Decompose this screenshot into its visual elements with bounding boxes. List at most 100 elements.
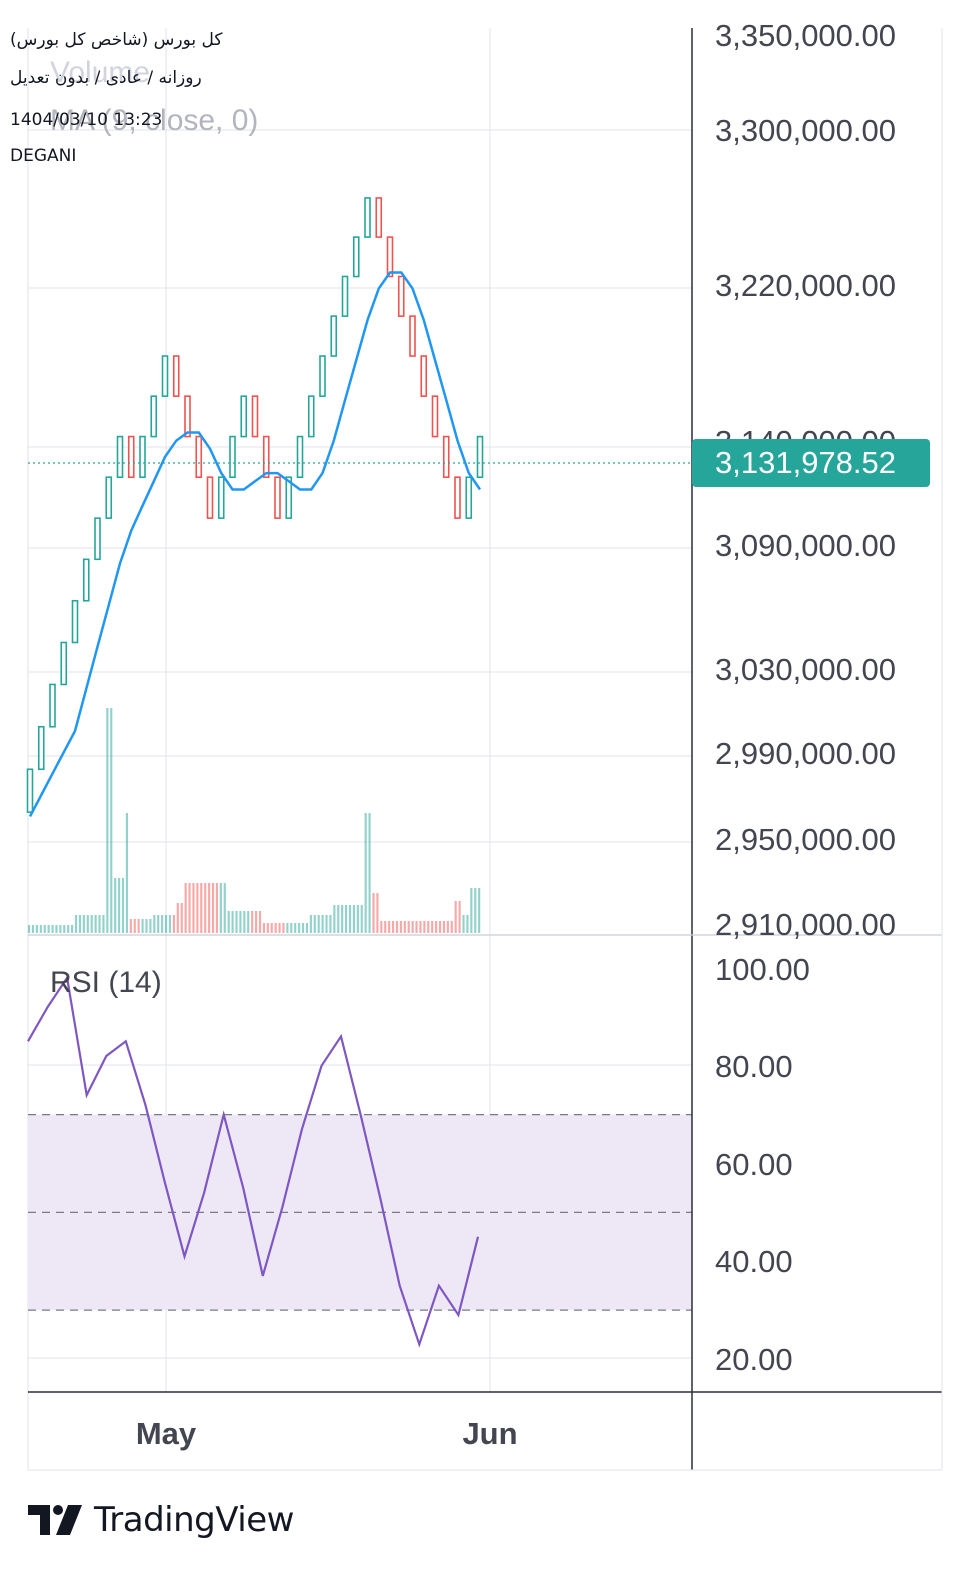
volume-bar bbox=[184, 883, 187, 933]
volume-bar bbox=[90, 915, 93, 933]
renko-brick-down bbox=[262, 435, 270, 479]
volume-bar bbox=[215, 883, 219, 933]
rsi-band bbox=[28, 1114, 692, 1311]
volume-bar bbox=[86, 915, 89, 933]
price-tick: 3,030,000.00 bbox=[715, 652, 896, 687]
volume-bar bbox=[51, 925, 54, 933]
volume-bar bbox=[270, 923, 273, 933]
volume-bar bbox=[168, 915, 172, 933]
volume-bar bbox=[360, 905, 363, 933]
volume-bar bbox=[110, 708, 113, 933]
volume-bar bbox=[266, 923, 269, 933]
volume-bar bbox=[35, 925, 38, 933]
volume-bar bbox=[196, 883, 199, 933]
volume-bar bbox=[149, 919, 152, 933]
volume-bar bbox=[172, 915, 175, 933]
volume-bar bbox=[376, 893, 379, 933]
volume-bar bbox=[106, 708, 109, 933]
rsi-tick: 100.00 bbox=[715, 952, 810, 987]
volume-bar bbox=[223, 883, 226, 933]
volume-bar bbox=[118, 878, 121, 933]
volume-bar bbox=[180, 903, 183, 933]
time-tick-may: May bbox=[136, 1416, 197, 1451]
volume-bar bbox=[161, 915, 164, 933]
volume-bar bbox=[231, 911, 234, 933]
volume-bar bbox=[294, 923, 297, 933]
rsi-tick: 40.00 bbox=[715, 1244, 793, 1279]
volume-bar bbox=[28, 925, 31, 933]
volume-bar bbox=[239, 911, 242, 933]
chart-author: DEGANI bbox=[10, 146, 77, 166]
volume-bar bbox=[305, 923, 309, 933]
volume-bar bbox=[427, 921, 430, 933]
volume-bar bbox=[435, 921, 438, 933]
volume-bar bbox=[450, 921, 453, 933]
volume-bar bbox=[380, 921, 383, 933]
volume-bar bbox=[368, 813, 371, 933]
volume-bar bbox=[219, 883, 222, 933]
renko-brick-down bbox=[375, 197, 383, 238]
price-tick: 3,300,000.00 bbox=[715, 113, 896, 148]
renko-brick-down bbox=[409, 315, 416, 357]
renko-brick-up bbox=[49, 683, 56, 728]
renko-brick-down bbox=[420, 355, 428, 397]
volume-bar bbox=[200, 883, 203, 933]
volume-bar bbox=[423, 921, 426, 933]
time-tick-jun: Jun bbox=[462, 1416, 517, 1451]
volume-bar bbox=[211, 883, 215, 933]
renko-brick-up bbox=[82, 558, 90, 602]
volume-bar bbox=[454, 901, 457, 933]
renko-brick-down bbox=[184, 395, 191, 438]
volume-bar bbox=[301, 923, 305, 933]
renko-brick-up bbox=[465, 476, 473, 519]
volume-bar bbox=[255, 911, 258, 933]
volume-bar bbox=[337, 905, 340, 933]
renko-brick-down bbox=[274, 476, 281, 519]
volume-bar bbox=[466, 915, 469, 933]
renko-brick-down bbox=[454, 476, 461, 519]
volume-bar bbox=[98, 915, 101, 933]
chart-symbol-title: کل بورس (شاخص کل بورس) bbox=[10, 30, 223, 50]
rsi-line bbox=[27, 974, 480, 1348]
volume-bar bbox=[399, 921, 402, 933]
volume-bar bbox=[438, 921, 442, 933]
volume-bar bbox=[94, 915, 97, 933]
price-tick: 2,950,000.00 bbox=[715, 822, 896, 857]
volume-bar bbox=[114, 878, 117, 933]
renko-brick-up bbox=[37, 725, 45, 771]
volume-bar bbox=[442, 921, 446, 933]
volume-bar bbox=[415, 921, 418, 933]
volume-bar bbox=[258, 911, 262, 933]
renko-brick-down bbox=[397, 275, 405, 317]
renko-brick-down bbox=[386, 236, 394, 278]
volume-bar bbox=[74, 915, 78, 933]
tradingview-logo-text: TradingView bbox=[94, 1500, 294, 1540]
volume-bar bbox=[39, 925, 42, 933]
renko-brick-up bbox=[296, 435, 304, 479]
price-tick: 3,350,000.00 bbox=[715, 18, 896, 53]
price-tick: 3,090,000.00 bbox=[715, 528, 896, 563]
volume-bar bbox=[352, 905, 355, 933]
volume-bar bbox=[227, 911, 230, 933]
last-price-label: 3,131,978.52 bbox=[715, 445, 896, 480]
volume-bar bbox=[129, 919, 132, 933]
renko-brick-up bbox=[240, 395, 248, 438]
volume-bar bbox=[419, 921, 422, 933]
renko-brick-up bbox=[319, 355, 326, 397]
volume-legend: Volume bbox=[50, 56, 150, 89]
volume-bar bbox=[278, 923, 281, 933]
volume-bar bbox=[411, 921, 414, 933]
renko-bricks bbox=[26, 197, 484, 813]
renko-brick-up bbox=[307, 395, 315, 438]
tradingview-logo[interactable]: TradingView bbox=[28, 1500, 294, 1540]
renko-brick-up bbox=[341, 275, 349, 317]
volume-bar bbox=[313, 915, 316, 933]
volume-bar bbox=[341, 905, 344, 933]
renko-brick-down bbox=[206, 476, 214, 519]
renko-brick-up bbox=[352, 236, 360, 278]
renko-brick-up bbox=[330, 315, 338, 357]
volume-bar bbox=[59, 925, 62, 933]
volume-bar bbox=[274, 923, 277, 933]
volume-bar bbox=[235, 911, 238, 933]
